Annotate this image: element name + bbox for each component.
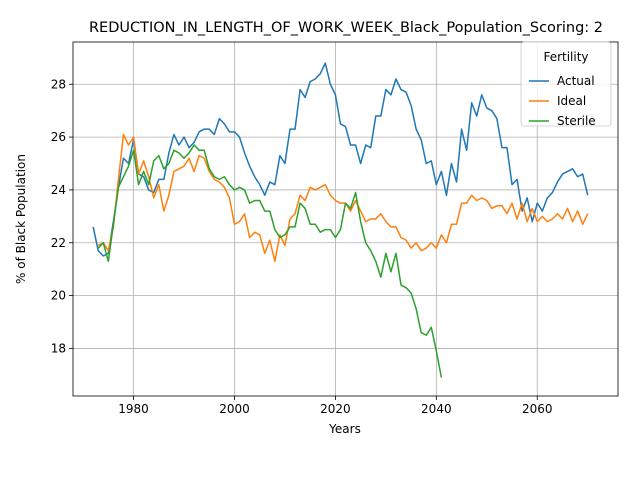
series-layer — [92, 62, 589, 378]
y-axis-label: % of Black Population — [14, 154, 28, 284]
series-line-ideal — [97, 133, 589, 263]
y-tick-label: 22 — [51, 236, 66, 250]
x-tick-label: 2000 — [219, 402, 250, 416]
x-tick-label: 1980 — [118, 402, 149, 416]
legend-label-actual: Actual — [557, 74, 595, 88]
y-axis: 18 20 22 24 26 28 — [51, 77, 73, 355]
legend-label-ideal: Ideal — [557, 94, 586, 108]
grid-lines — [73, 42, 618, 396]
legend-label-sterile: Sterile — [557, 114, 596, 128]
x-axis: 1980 2000 2020 2040 2060 — [118, 396, 553, 416]
legend: Fertility Actual Ideal Sterile — [520, 41, 612, 128]
legend-box — [520, 41, 612, 127]
x-axis-label: Years — [328, 422, 361, 436]
y-tick-label: 24 — [51, 183, 66, 197]
x-tick-label: 2040 — [421, 402, 452, 416]
chart-title: REDUCTION_IN_LENGTH_OF_WORK_WEEK_Black_P… — [89, 20, 603, 36]
y-tick-label: 28 — [51, 77, 66, 91]
series-line-sterile — [97, 144, 443, 378]
x-tick-label: 2060 — [522, 402, 553, 416]
y-tick-label: 18 — [51, 341, 66, 355]
plot-frame — [72, 41, 619, 397]
legend-title: Fertility — [543, 50, 588, 64]
y-tick-label: 20 — [51, 289, 66, 303]
series-line-actual — [92, 62, 589, 257]
x-tick-label: 2020 — [320, 402, 351, 416]
y-tick-label: 26 — [51, 130, 66, 144]
